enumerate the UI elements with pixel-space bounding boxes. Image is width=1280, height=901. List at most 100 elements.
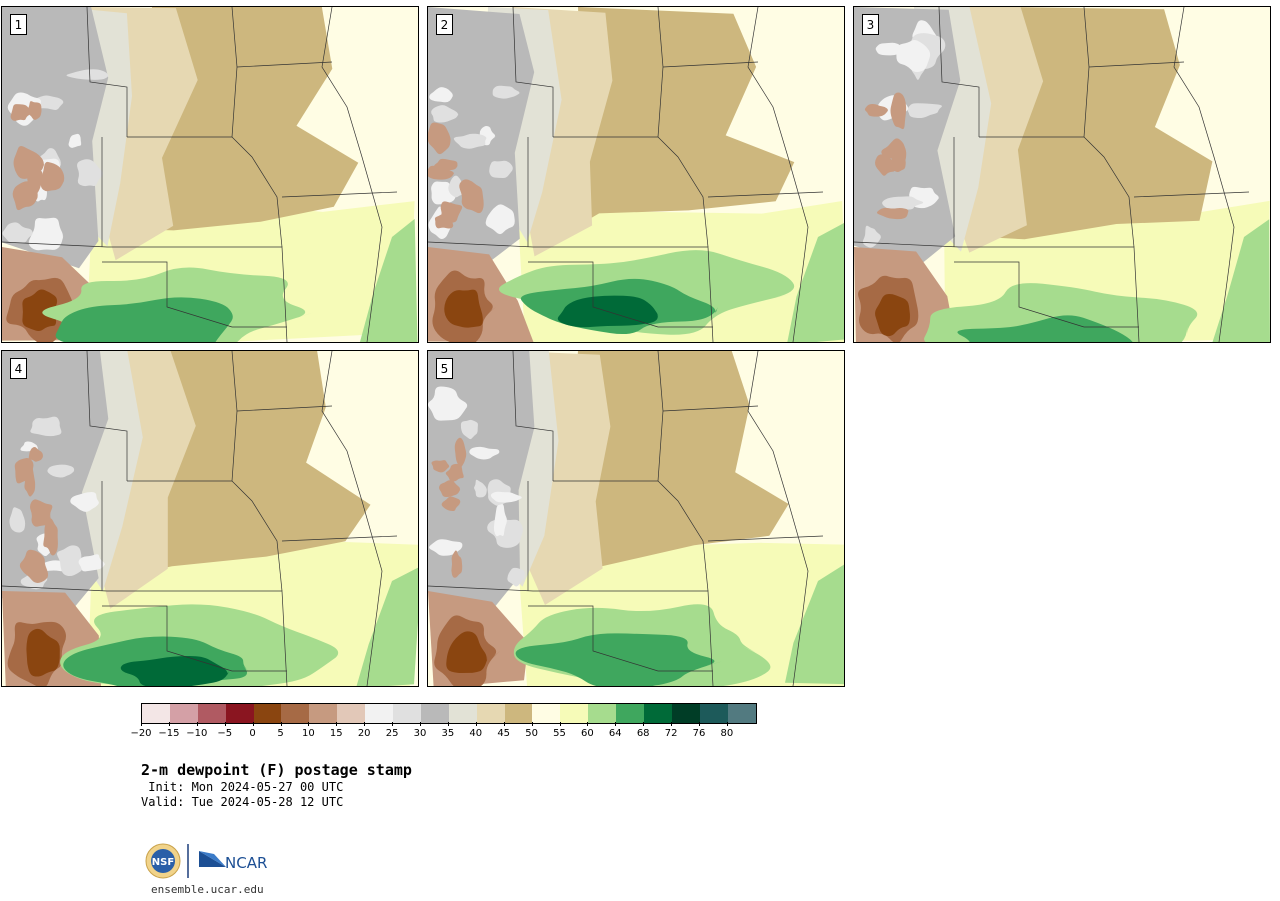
field-10 xyxy=(454,437,467,468)
nsf-logo: NSF xyxy=(145,843,181,879)
member-label: 2 xyxy=(436,14,453,35)
field-10 xyxy=(43,518,58,556)
field-10 xyxy=(451,550,463,578)
field-20-25 xyxy=(460,419,478,440)
field-20-25 xyxy=(492,85,521,99)
dewpoint-map xyxy=(2,351,418,686)
field-20-25 xyxy=(429,539,463,556)
member-label: 1 xyxy=(10,14,27,35)
tick-mark xyxy=(531,722,533,726)
tick-mark xyxy=(643,722,645,726)
colorbar-ticks: −20 −15 −10 −5 0 5 10 15 20 25 30 35 40 45 50 55 60 64 68 7… xyxy=(130,722,757,742)
state-border xyxy=(854,241,1140,342)
state-border xyxy=(979,7,1090,138)
tick-label: 72 xyxy=(664,728,678,739)
tick-mark xyxy=(447,722,449,726)
state-border xyxy=(512,7,554,137)
tick-label: 80 xyxy=(720,728,734,739)
tick-mark xyxy=(364,722,366,726)
field-20-25 xyxy=(428,386,469,421)
state-border xyxy=(86,7,128,137)
field-10 xyxy=(28,446,44,462)
field-20-25 xyxy=(469,446,500,460)
field-0 xyxy=(875,294,911,337)
logos: NSF NCAR xyxy=(145,843,267,879)
field-60-east xyxy=(785,564,844,685)
field-20-25 xyxy=(896,39,931,73)
tick-label: −5 xyxy=(217,728,233,739)
state-border xyxy=(553,351,664,482)
member-label: 5 xyxy=(436,358,453,379)
field-20-25 xyxy=(78,554,106,572)
tick-label: 30 xyxy=(413,728,427,739)
state-border xyxy=(528,605,713,672)
state-border xyxy=(1173,7,1235,342)
colorbar-cell xyxy=(253,704,282,723)
valid-time: Valid: Tue 2024-05-28 12 UTC xyxy=(141,795,344,809)
field-0 xyxy=(26,628,60,677)
field-20-25 xyxy=(490,491,524,503)
field-10 xyxy=(27,101,42,120)
field-10 xyxy=(876,207,909,220)
state-border xyxy=(86,351,128,481)
dewpoint-map xyxy=(854,7,1270,342)
forecast-panel-4: 4 xyxy=(1,350,419,687)
field-60-east xyxy=(1212,219,1270,342)
tick-mark xyxy=(587,722,589,726)
colorbar-cell xyxy=(588,704,617,723)
forecast-panel-5: 5 xyxy=(427,350,845,687)
colorbar-cell xyxy=(281,704,310,723)
tick-label: 55 xyxy=(553,728,566,739)
colorbar-cell xyxy=(644,704,672,723)
tick-mark xyxy=(475,722,477,726)
tick-label: 76 xyxy=(692,728,706,739)
colorbar-cell xyxy=(337,704,366,723)
field-20-25 xyxy=(28,217,64,251)
state-border xyxy=(657,480,709,592)
tick-mark xyxy=(503,722,505,726)
field-10 xyxy=(428,165,455,180)
field-60-east xyxy=(359,218,418,342)
tick-mark xyxy=(392,722,394,726)
state-border xyxy=(528,261,713,328)
dewpoint-map xyxy=(428,351,844,686)
colorbar-cell xyxy=(560,704,589,723)
field-10 xyxy=(439,480,461,498)
state-border xyxy=(1083,136,1135,248)
state-border xyxy=(938,7,980,137)
state-border xyxy=(2,585,288,686)
tick-label: 68 xyxy=(636,728,650,739)
field-20-25 xyxy=(907,103,942,119)
field-20-25 xyxy=(56,545,83,577)
state-border xyxy=(428,585,714,686)
state-border xyxy=(321,7,383,342)
field-20-25 xyxy=(2,222,34,243)
state-border xyxy=(236,405,333,412)
member-label: 3 xyxy=(862,14,879,35)
state-border xyxy=(231,480,283,592)
state-border xyxy=(236,61,333,68)
dewpoint-map xyxy=(2,7,418,342)
field-10 xyxy=(881,138,907,162)
field-10 xyxy=(40,161,65,192)
colorbar-cell xyxy=(420,704,449,723)
field-10 xyxy=(428,122,451,155)
field-10 xyxy=(864,103,889,117)
state-border xyxy=(321,351,383,686)
field-20-25 xyxy=(507,567,525,587)
ncar-logo: NCAR xyxy=(199,851,267,872)
field-64 xyxy=(55,297,233,342)
colorbar-cell xyxy=(504,704,533,723)
field-0 xyxy=(22,289,58,331)
tick-label: −15 xyxy=(158,728,180,739)
field-45 xyxy=(550,351,789,589)
field-10 xyxy=(459,179,484,214)
field-10 xyxy=(434,213,454,229)
state-border xyxy=(954,261,1139,328)
website-url: ensemble.ucar.edu xyxy=(151,883,264,896)
field-20-25 xyxy=(9,507,26,533)
tick-mark xyxy=(196,722,198,726)
field-10 xyxy=(431,460,450,473)
field-10 xyxy=(27,164,43,196)
colorbar-cell xyxy=(197,704,226,723)
